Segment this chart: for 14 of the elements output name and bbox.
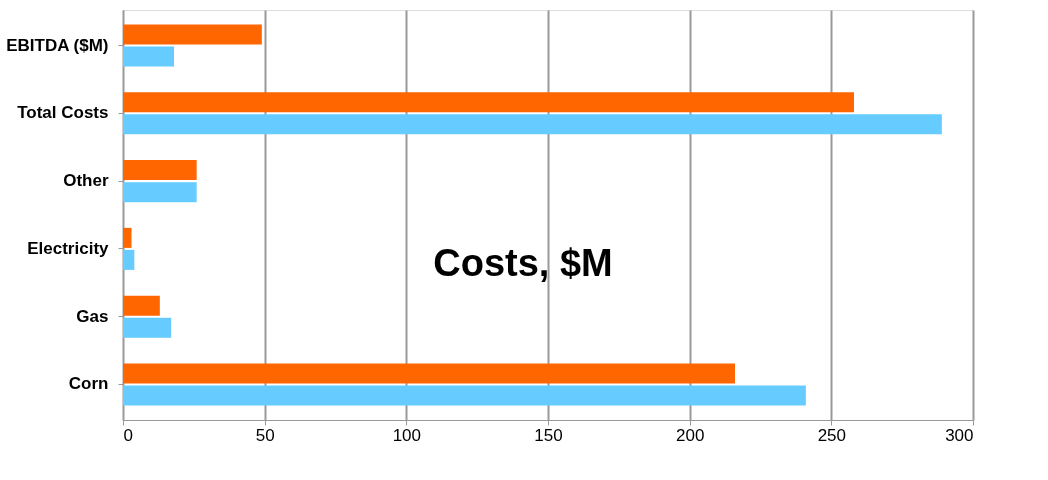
y-tick-label: EBITDA ($M): [6, 35, 109, 55]
y-tick-label: Total Costs: [17, 103, 109, 123]
y-tick-label: Electricity: [27, 238, 110, 258]
x-tick-label: 200: [675, 425, 705, 445]
x-tick-label: 0: [123, 425, 133, 445]
y-tick-label: Gas: [76, 306, 109, 326]
x-tick-label: 100: [392, 425, 422, 445]
x-tick-label: 150: [534, 425, 563, 445]
y-tick-label: Corn: [68, 374, 109, 394]
x-tick-label: 50: [255, 425, 275, 445]
text: Costs, $M: [433, 242, 613, 284]
x-tick-label: 300: [945, 425, 974, 445]
y-tick-label: Other: [63, 171, 109, 191]
x-tick-label: 250: [817, 425, 847, 445]
